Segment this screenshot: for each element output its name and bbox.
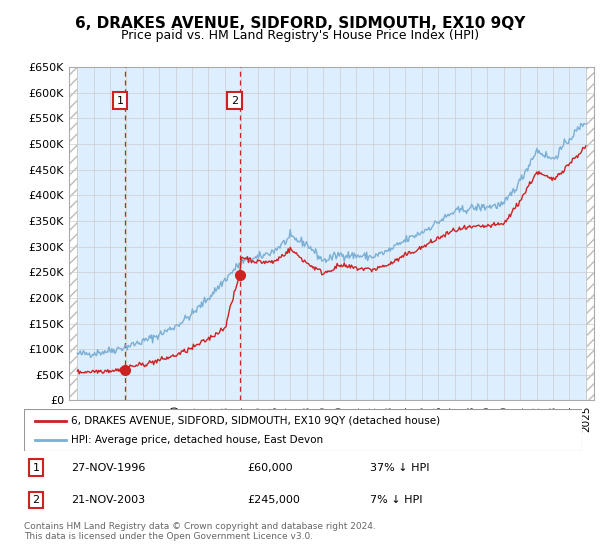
Text: 1: 1 (32, 463, 40, 473)
Text: £245,000: £245,000 (247, 495, 300, 505)
Bar (586, 67, 594, 400)
Text: 6, DRAKES AVENUE, SIDFORD, SIDMOUTH, EX10 9QY (detached house): 6, DRAKES AVENUE, SIDFORD, SIDMOUTH, EX1… (71, 416, 440, 426)
Text: Price paid vs. HM Land Registry's House Price Index (HPI): Price paid vs. HM Land Registry's House … (121, 29, 479, 42)
Bar (69, 67, 77, 400)
Text: Contains HM Land Registry data © Crown copyright and database right 2024.
This d: Contains HM Land Registry data © Crown c… (24, 522, 376, 542)
Text: 2: 2 (32, 495, 40, 505)
Bar (69, 67, 77, 400)
Text: £60,000: £60,000 (247, 463, 293, 473)
Text: 1: 1 (116, 96, 124, 105)
Text: HPI: Average price, detached house, East Devon: HPI: Average price, detached house, East… (71, 435, 323, 445)
Text: 7% ↓ HPI: 7% ↓ HPI (370, 495, 422, 505)
Text: 21-NOV-2003: 21-NOV-2003 (71, 495, 146, 505)
Bar (586, 67, 594, 400)
Text: 37% ↓ HPI: 37% ↓ HPI (370, 463, 430, 473)
Text: 6, DRAKES AVENUE, SIDFORD, SIDMOUTH, EX10 9QY: 6, DRAKES AVENUE, SIDFORD, SIDMOUTH, EX1… (75, 16, 525, 31)
Text: 2: 2 (231, 96, 238, 105)
Text: 27-NOV-1996: 27-NOV-1996 (71, 463, 146, 473)
